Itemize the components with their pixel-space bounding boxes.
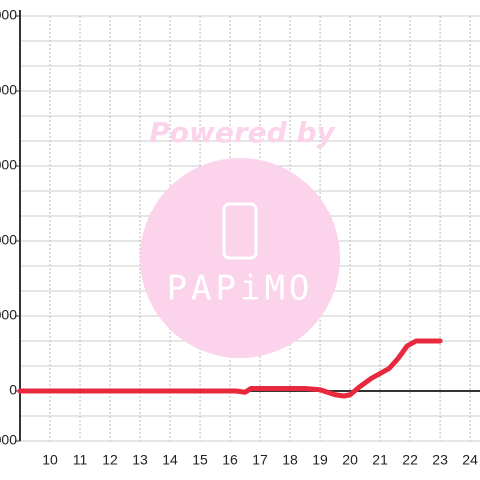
x-tick-label: 19 [312, 452, 328, 468]
x-tick-label: 23 [432, 452, 448, 468]
watermark-icon [222, 202, 258, 260]
y-tick-label: 90,000 [0, 157, 17, 173]
x-tick-label: 11 [73, 452, 88, 468]
x-tick-label: 10 [42, 452, 58, 468]
y-tick-label: 60,000 [0, 232, 17, 248]
watermark-brand: PAPiMO [167, 269, 314, 309]
x-tick-label: 13 [132, 452, 148, 468]
x-tick-label: 14 [162, 452, 178, 468]
x-tick-label: 24 [462, 452, 478, 468]
x-tick-label: 12 [102, 452, 118, 468]
y-tick-label: 30,000 [0, 307, 17, 323]
y-tick-label: 120,000 [0, 82, 17, 98]
x-tick-label: 15 [192, 452, 208, 468]
x-tick-label: 17 [252, 452, 268, 468]
y-tick-label: 0 [9, 382, 17, 398]
x-tick-label: 22 [402, 452, 418, 468]
line [17, 338, 443, 399]
x-tick-label: 21 [372, 452, 388, 468]
x-tick-label: 20 [342, 452, 358, 468]
x-tick-label: 16 [222, 452, 238, 468]
y-tick-label: 150,000 [0, 7, 17, 23]
watermark-text: Powered by [149, 116, 336, 149]
y-tick-label: -20,000 [0, 432, 17, 448]
x-tick-label: 18 [282, 452, 298, 468]
